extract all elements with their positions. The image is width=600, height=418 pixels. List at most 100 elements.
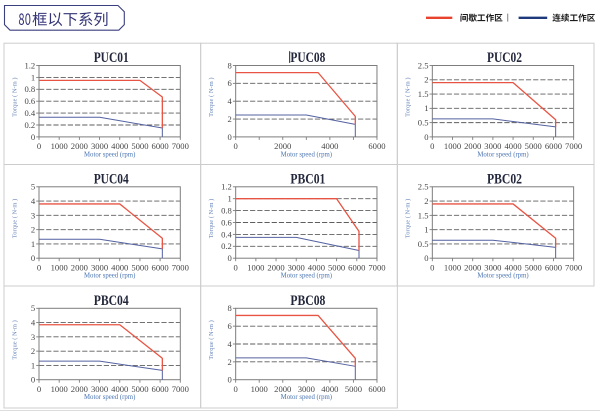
svg-text:2: 2: [424, 75, 428, 85]
svg-text:4000: 4000: [504, 141, 521, 151]
svg-text:0.5: 0.5: [418, 239, 429, 249]
svg-text:Motor speed (rpm): Motor speed (rpm): [477, 151, 528, 158]
svg-text:3000: 3000: [484, 263, 501, 273]
svg-text:PBC08: PBC08: [290, 293, 325, 309]
svg-text:0.2: 0.2: [24, 120, 35, 130]
svg-text:0: 0: [31, 132, 35, 142]
svg-text:0.4: 0.4: [24, 108, 35, 118]
svg-text:0: 0: [228, 375, 232, 385]
svg-text:PUC01: PUC01: [94, 50, 129, 66]
svg-text:0: 0: [424, 253, 428, 263]
svg-text:0: 0: [424, 132, 428, 142]
svg-text:1: 1: [31, 360, 35, 370]
svg-text:0: 0: [31, 253, 35, 263]
svg-text:3000: 3000: [288, 263, 305, 273]
svg-text:6000: 6000: [348, 263, 365, 273]
svg-text:PBC01: PBC01: [290, 171, 325, 187]
svg-text:2000: 2000: [464, 263, 481, 273]
svg-text:7000: 7000: [172, 263, 189, 273]
svg-text:Motor speed (rpm): Motor speed (rpm): [84, 151, 135, 158]
svg-text:0: 0: [228, 132, 232, 142]
svg-text:3000: 3000: [91, 384, 108, 394]
svg-text:0.6: 0.6: [221, 217, 232, 227]
svg-text:0.5: 0.5: [418, 118, 429, 128]
svg-text:8: 8: [228, 60, 232, 70]
svg-text:6: 6: [228, 321, 233, 331]
svg-text:0.2: 0.2: [221, 241, 232, 251]
svg-text:PBC02: PBC02: [487, 171, 522, 187]
svg-text:0: 0: [234, 384, 238, 394]
svg-text:Torque ( N-m ): Torque ( N-m ): [11, 77, 18, 116]
svg-text:2000: 2000: [71, 141, 88, 151]
svg-text:8: 8: [228, 303, 232, 313]
svg-text:2000: 2000: [71, 384, 88, 394]
svg-text:3: 3: [31, 210, 35, 220]
svg-text:4: 4: [228, 96, 233, 106]
svg-text:7000: 7000: [565, 141, 582, 151]
svg-text:4: 4: [31, 317, 36, 327]
svg-text:4000: 4000: [308, 263, 325, 273]
svg-text:2000: 2000: [274, 141, 291, 151]
svg-text:1: 1: [31, 72, 35, 82]
svg-text:7000: 7000: [368, 263, 385, 273]
svg-text:PUC04: PUC04: [94, 171, 129, 187]
svg-text:Motor speed (rpm): Motor speed (rpm): [84, 273, 135, 280]
svg-text:5000: 5000: [131, 384, 148, 394]
svg-text:2000: 2000: [267, 263, 284, 273]
svg-text:0: 0: [228, 253, 232, 263]
svg-text:3000: 3000: [91, 141, 108, 151]
svg-text:PBC04: PBC04: [94, 293, 129, 309]
svg-text:Motor speed (rpm): Motor speed (rpm): [281, 394, 332, 401]
svg-text:0.6: 0.6: [24, 96, 35, 106]
svg-text:5000: 5000: [131, 141, 148, 151]
svg-text:2.5: 2.5: [418, 60, 429, 70]
svg-text:2: 2: [228, 357, 232, 367]
svg-text:4000: 4000: [111, 263, 128, 273]
svg-text:2: 2: [424, 196, 428, 206]
svg-text:1.5: 1.5: [418, 210, 429, 220]
svg-text:7000: 7000: [565, 263, 582, 273]
svg-text:Motor speed (rpm): Motor speed (rpm): [477, 273, 528, 280]
svg-text:6000: 6000: [152, 263, 169, 273]
svg-text:PUC02: PUC02: [487, 50, 522, 66]
svg-text:1000: 1000: [51, 384, 68, 394]
svg-text:1: 1: [228, 194, 232, 204]
svg-text:5000: 5000: [525, 141, 542, 151]
svg-text:3000: 3000: [91, 263, 108, 273]
svg-text:0: 0: [31, 375, 35, 385]
svg-text:2: 2: [31, 225, 35, 235]
svg-text:1.2: 1.2: [24, 60, 35, 70]
svg-text:0.4: 0.4: [221, 229, 232, 239]
svg-text:4: 4: [31, 196, 36, 206]
svg-text:0: 0: [37, 263, 41, 273]
svg-text:1000: 1000: [247, 263, 264, 273]
svg-text:1: 1: [424, 225, 428, 235]
svg-text:PUC08: PUC08: [290, 50, 325, 66]
svg-text:6000: 6000: [545, 141, 562, 151]
svg-text:2000: 2000: [464, 141, 481, 151]
svg-text:3000: 3000: [484, 141, 501, 151]
svg-text:5: 5: [31, 303, 35, 313]
svg-text:7000: 7000: [172, 384, 189, 394]
svg-text:5: 5: [31, 182, 35, 192]
svg-text:7000: 7000: [172, 141, 189, 151]
svg-text:1000: 1000: [51, 263, 68, 273]
svg-text:1: 1: [424, 103, 428, 113]
svg-text:6000: 6000: [368, 141, 385, 151]
svg-text:1: 1: [31, 239, 35, 249]
svg-text:2000: 2000: [274, 384, 291, 394]
svg-text:5000: 5000: [328, 263, 345, 273]
svg-text:6000: 6000: [152, 384, 169, 394]
svg-text:4000: 4000: [321, 384, 338, 394]
svg-text:0.8: 0.8: [24, 84, 35, 94]
svg-text:6000: 6000: [545, 263, 562, 273]
svg-text:6000: 6000: [368, 384, 385, 394]
svg-text:4000: 4000: [321, 141, 338, 151]
svg-text:2: 2: [228, 114, 232, 124]
svg-text:0: 0: [430, 141, 434, 151]
svg-text:1000: 1000: [444, 263, 461, 273]
svg-text:1.5: 1.5: [418, 89, 429, 99]
svg-text:Torque ( N-m ): Torque ( N-m ): [208, 77, 215, 116]
svg-text:1.2: 1.2: [221, 182, 232, 192]
svg-text:0.8: 0.8: [221, 206, 232, 216]
